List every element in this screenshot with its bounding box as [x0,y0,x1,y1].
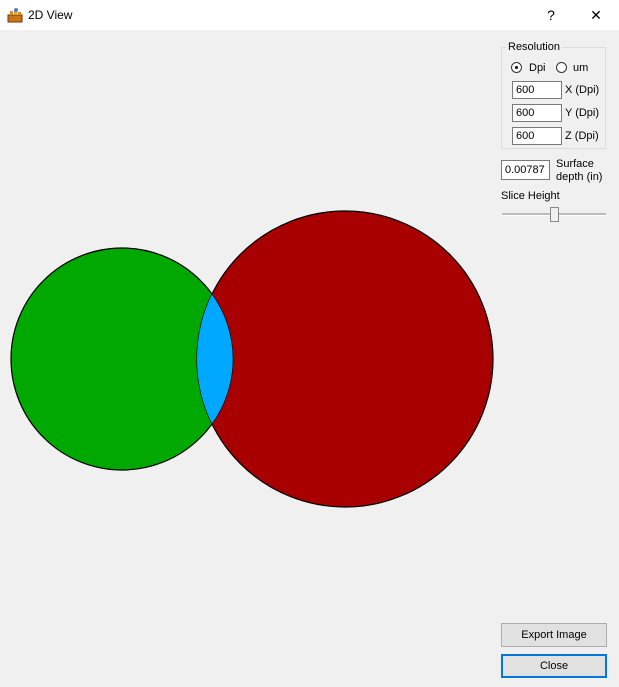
slice-height-slider-thumb[interactable] [549,207,559,222]
dpi-radio-label: Dpi [529,62,546,74]
title-bar: 2D View ? ✕ [0,0,619,30]
um-radio[interactable] [556,62,567,73]
app-icon [7,8,23,23]
close-button[interactable]: Close [501,654,607,678]
surface-depth-label-line1: Surface [556,158,594,170]
surface-depth-input[interactable]: 0.00787 [501,160,550,180]
z-dpi-label: Z (Dpi) [565,130,599,142]
um-radio-label: um [573,62,589,74]
window-close-button[interactable]: ✕ [590,6,602,23]
view-canvas[interactable] [0,30,500,687]
z-dpi-input[interactable]: 600 [512,127,562,145]
y-dpi-input[interactable]: 600 [512,104,562,122]
x-dpi-input[interactable]: 600 [512,81,562,99]
x-dpi-label: X (Dpi) [565,84,600,96]
resolution-group-label: Resolution [506,41,562,53]
y-dpi-label: Y (Dpi) [565,107,600,119]
window-title: 2D View [28,8,73,22]
green-circle-inner-edge [211,293,234,425]
red-circle [196,210,494,508]
dpi-radio[interactable] [511,62,522,73]
export-image-button[interactable]: Export Image [501,623,607,647]
surface-depth-label-line2: depth (in) [556,171,603,183]
help-button[interactable]: ? [547,7,555,23]
slice-height-label: Slice Height [501,190,560,202]
